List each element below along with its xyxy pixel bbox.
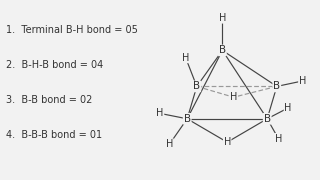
Text: H: H xyxy=(230,92,237,102)
Text: 1.  Terminal B-H bond = 05: 1. Terminal B-H bond = 05 xyxy=(6,25,138,35)
Text: 3.  B-B bond = 02: 3. B-B bond = 02 xyxy=(6,95,93,105)
Text: H: H xyxy=(219,13,226,23)
Text: H: H xyxy=(156,108,164,118)
Text: 4.  B-B-B bond = 01: 4. B-B-B bond = 01 xyxy=(6,130,102,141)
Text: H: H xyxy=(166,139,173,149)
Text: H: H xyxy=(223,137,231,147)
Text: H: H xyxy=(284,103,292,113)
Text: B: B xyxy=(264,114,271,124)
Text: H: H xyxy=(299,76,306,86)
Text: H: H xyxy=(182,53,189,63)
Text: B: B xyxy=(193,81,200,91)
Text: 2.  B-H-B bond = 04: 2. B-H-B bond = 04 xyxy=(6,60,104,70)
Text: B: B xyxy=(219,45,226,55)
Text: B: B xyxy=(273,81,280,91)
Text: H: H xyxy=(275,134,282,144)
Text: B: B xyxy=(184,114,191,124)
